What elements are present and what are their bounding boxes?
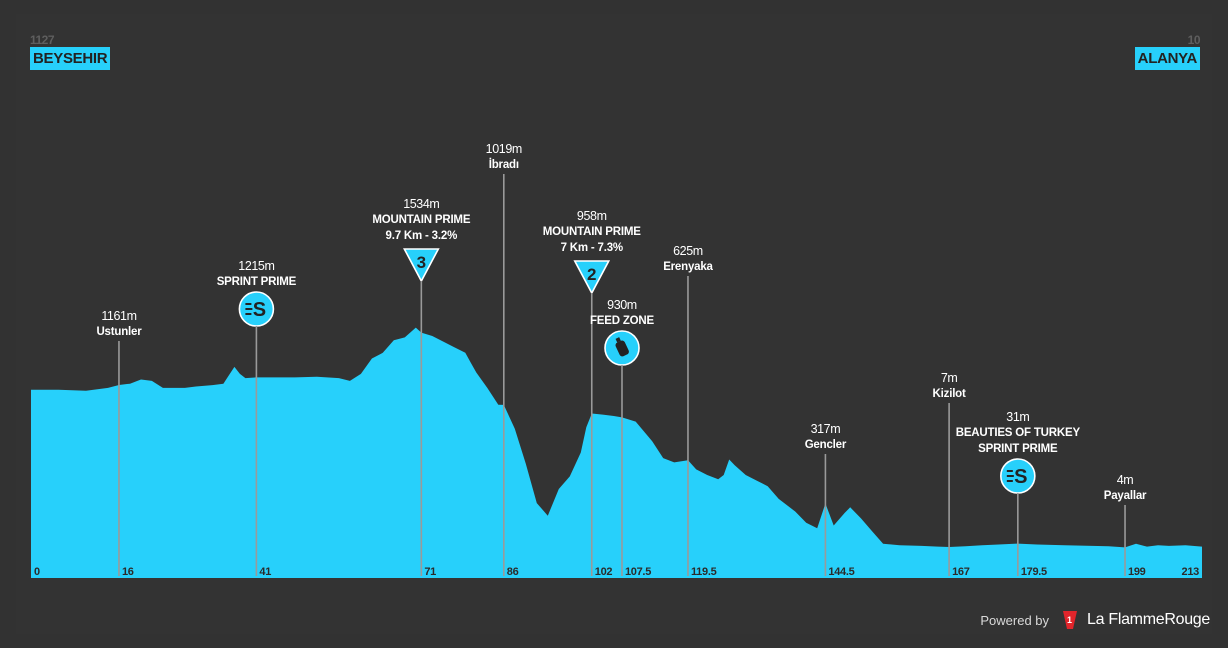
- poi-name-label: BEAUTIES OF TURKEY: [956, 427, 1081, 439]
- poi-marker: 930m FEED ZONE: [590, 298, 655, 576]
- powered-by-footer: Powered by 1 La FlammeRouge: [980, 609, 1210, 631]
- kom-category-number: 2: [587, 265, 596, 284]
- finish-block: 10 ALANYA: [1134, 33, 1201, 70]
- poi-altitude-label: 31m: [1006, 410, 1029, 424]
- poi-marker: 1161m Ustunler: [96, 309, 142, 576]
- powered-by-label: Powered by: [980, 612, 1050, 628]
- km-tick-label: 107.5: [625, 566, 651, 578]
- km-tick-label: 0: [34, 566, 40, 578]
- km-tick-label: 41: [259, 566, 271, 578]
- km-tick-label: 144.5: [828, 566, 854, 578]
- poi-altitude-label: 958m: [577, 209, 607, 223]
- poi-altitude-label: 930m: [607, 298, 637, 312]
- sprint-s-glyph: S: [253, 299, 266, 321]
- km-tick-label: 213: [1182, 566, 1200, 578]
- bottle-cap-glyph: [615, 337, 621, 343]
- poi-marker: 1534m MOUNTAIN PRIME 9.7 Km - 3.2% 3: [372, 197, 471, 576]
- poi-altitude-label: 1215m: [238, 259, 274, 273]
- poi-altitude-label: 1161m: [101, 309, 136, 323]
- kom-category-number: 3: [417, 253, 426, 272]
- poi-marker: 7m Kizilot: [933, 371, 966, 576]
- poi-name-label: Kizilot: [933, 388, 966, 400]
- poi-altitude-label: 317m: [811, 422, 841, 436]
- poi-name-label: Payallar: [1104, 490, 1147, 502]
- poi-marker: 1215m SPRINT PRIME S: [217, 259, 297, 576]
- poi-name-label: SPRINT PRIME: [217, 276, 297, 288]
- poi-name-label: FEED ZONE: [590, 315, 655, 327]
- poi-altitude-label: 625m: [673, 244, 703, 258]
- finish-altitude: 10: [1187, 33, 1201, 47]
- poi-marker: 317m Gencler: [805, 422, 847, 576]
- kom-cat-3-icon: [403, 248, 440, 283]
- poi-name-label: İbradı: [489, 158, 519, 171]
- km-tick-label: 167: [952, 566, 970, 578]
- poi-name-label: MOUNTAIN PRIME: [543, 226, 641, 238]
- poi-altitude-label: 1019m: [486, 142, 522, 156]
- poi-marker: 31m BEAUTIES OF TURKEY SPRINT PRIME S: [956, 410, 1081, 576]
- poi-name-label: Erenyaka: [663, 261, 713, 273]
- km-tick-label: 179.5: [1021, 566, 1047, 578]
- km-tick-label: 16: [122, 566, 134, 578]
- km-tick-label: 102: [595, 566, 613, 578]
- kom-cat-2-icon: [573, 260, 611, 295]
- poi-marker: 1019m İbradı: [486, 142, 522, 576]
- brand-name: La FlammeRouge: [1087, 611, 1210, 628]
- km-tick-label: 119.5: [691, 566, 717, 578]
- poi-name-label: SPRINT PRIME: [978, 443, 1058, 455]
- elevation-profile-area: [31, 327, 1202, 578]
- poi-name-label: Gencler: [805, 439, 847, 451]
- km-tick-label: 86: [507, 566, 519, 578]
- poi-altitude-label: 1534m: [403, 197, 439, 211]
- poi-name-label: MOUNTAIN PRIME: [372, 214, 470, 226]
- start-town-tag: BEYSEHIR: [30, 47, 111, 70]
- bottle-glyph: [615, 340, 629, 357]
- sprint-s-glyph: S: [1014, 466, 1027, 488]
- flamme-rouge-logo-icon: 1: [1063, 611, 1078, 629]
- poi-marker: 4m Payallar: [1104, 473, 1147, 576]
- km-tick-label: 71: [424, 566, 436, 578]
- poi-altitude-label: 4m: [1117, 473, 1134, 487]
- km-tick-label: 199: [1128, 566, 1146, 578]
- start-altitude: 1127: [30, 33, 55, 47]
- poi-name-label: 7 Km - 7.3%: [561, 242, 623, 254]
- poi-marker: 958m MOUNTAIN PRIME 7 Km - 7.3% 2: [543, 209, 641, 576]
- poi-marker: 625m Erenyaka: [663, 244, 714, 576]
- start-block: 1127 BEYSEHIR: [30, 33, 111, 70]
- finish-town-tag: ALANYA: [1134, 47, 1200, 70]
- poi-name-label: 9.7 Km - 3.2%: [386, 230, 458, 242]
- poi-name-label: Ustunler: [96, 326, 142, 338]
- poi-altitude-label: 7m: [941, 371, 958, 385]
- svg-text:1: 1: [1067, 615, 1072, 625]
